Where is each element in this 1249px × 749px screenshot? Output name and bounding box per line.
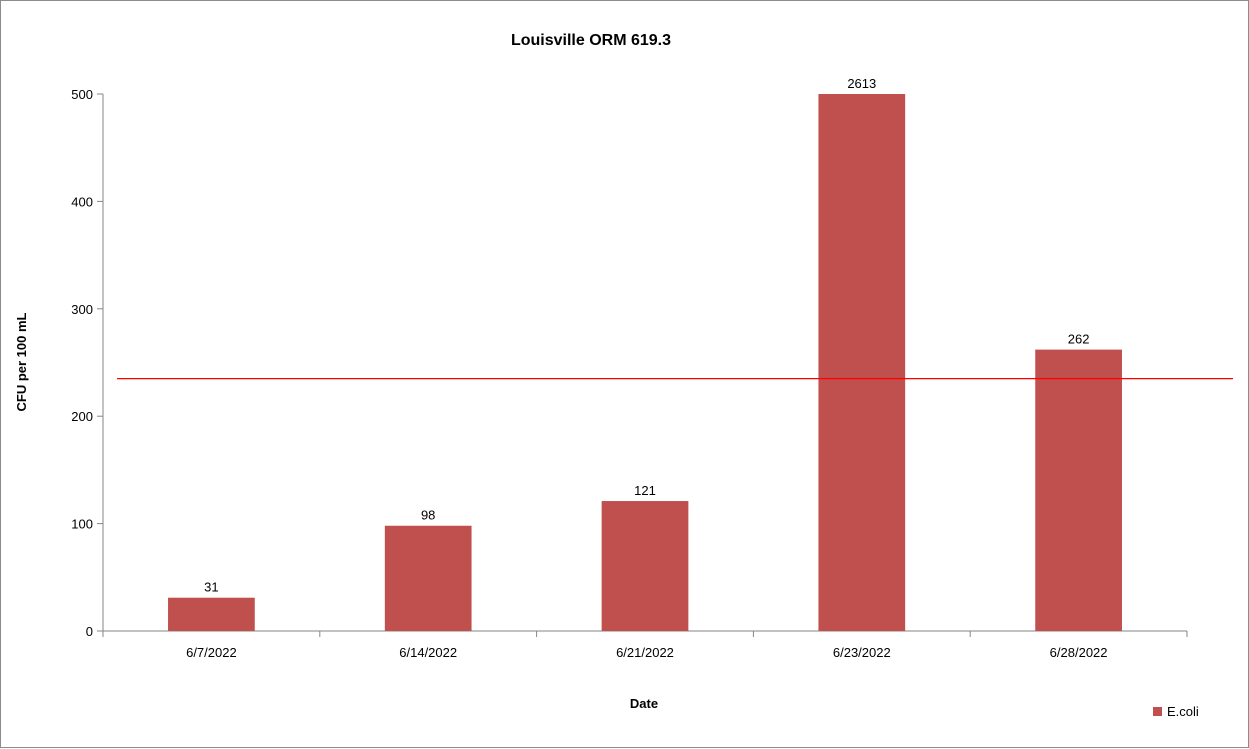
data-label: 121 — [634, 483, 656, 498]
x-tick-label: 6/21/2022 — [616, 645, 674, 660]
y-tick-label: 500 — [71, 87, 93, 102]
chart-title: Louisville ORM 619.3 — [511, 32, 671, 49]
y-axis-title: CFU per 100 mL — [14, 312, 29, 411]
x-tick-label: 6/7/2022 — [186, 645, 237, 660]
x-tick-label: 6/23/2022 — [833, 645, 891, 660]
x-tick-label: 6/28/2022 — [1050, 645, 1108, 660]
y-tick-label: 0 — [86, 624, 93, 639]
y-tick-label: 100 — [71, 517, 93, 532]
bar — [1035, 349, 1122, 631]
data-label: 262 — [1068, 332, 1090, 347]
x-tick-label: 6/14/2022 — [399, 645, 457, 660]
bar — [168, 597, 255, 631]
y-tick-label: 400 — [71, 194, 93, 209]
bar — [601, 501, 689, 631]
y-tick-label: 300 — [71, 302, 93, 317]
bar — [818, 94, 906, 631]
y-tick-label: 200 — [71, 409, 93, 424]
data-label: 2613 — [847, 76, 876, 91]
legend-label: E.coli — [1167, 704, 1199, 719]
bar — [384, 525, 472, 631]
data-label: 98 — [421, 508, 435, 523]
x-axis-title: Date — [630, 696, 658, 711]
legend-swatch — [1153, 707, 1162, 716]
legend: E.coli — [1153, 704, 1199, 719]
data-label: 31 — [204, 580, 218, 595]
